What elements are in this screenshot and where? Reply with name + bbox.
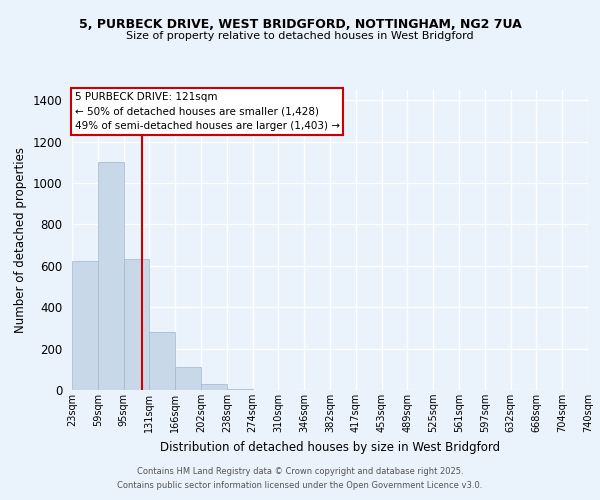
Y-axis label: Number of detached properties: Number of detached properties xyxy=(14,147,27,333)
Bar xyxy=(149,332,175,390)
Bar xyxy=(72,260,98,390)
Bar xyxy=(227,389,253,390)
Text: Size of property relative to detached houses in West Bridgford: Size of property relative to detached ho… xyxy=(126,31,474,41)
Text: 5, PURBECK DRIVE, WEST BRIDGFORD, NOTTINGHAM, NG2 7UA: 5, PURBECK DRIVE, WEST BRIDGFORD, NOTTIN… xyxy=(79,18,521,30)
Bar xyxy=(201,384,227,390)
Text: Contains HM Land Registry data © Crown copyright and database right 2025.: Contains HM Land Registry data © Crown c… xyxy=(137,467,463,476)
Bar xyxy=(175,367,201,390)
Text: Contains public sector information licensed under the Open Government Licence v3: Contains public sector information licen… xyxy=(118,481,482,490)
Bar xyxy=(98,162,124,390)
Bar xyxy=(124,258,149,390)
X-axis label: Distribution of detached houses by size in West Bridgford: Distribution of detached houses by size … xyxy=(160,440,500,454)
Text: 5 PURBECK DRIVE: 121sqm
← 50% of detached houses are smaller (1,428)
49% of semi: 5 PURBECK DRIVE: 121sqm ← 50% of detache… xyxy=(74,92,340,131)
